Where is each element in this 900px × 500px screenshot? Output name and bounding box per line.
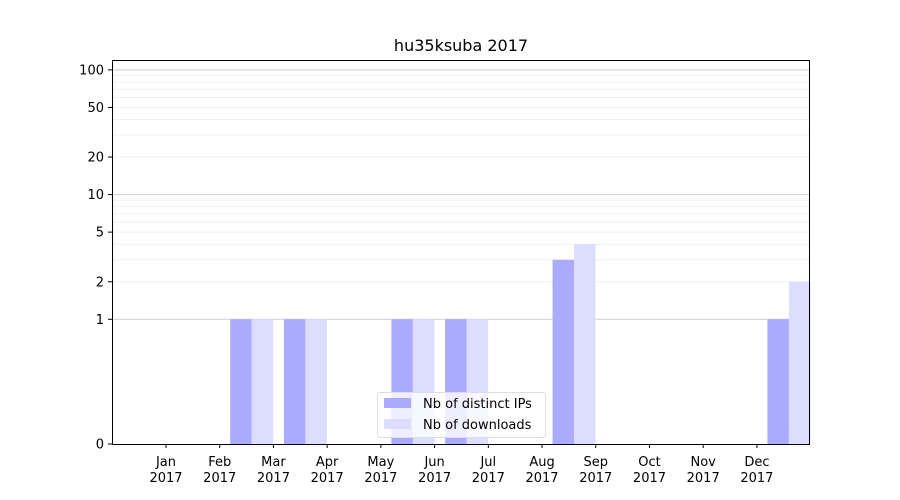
x-tick-label-year: 2017 xyxy=(579,471,612,486)
legend-swatch xyxy=(384,398,411,408)
x-tick-label-year: 2017 xyxy=(149,471,182,486)
x-tick-label-month: Jan xyxy=(155,455,176,470)
bar-feb-distinct-ips xyxy=(230,319,252,444)
bar-dec-downloads xyxy=(788,281,811,444)
y-tick-label: 5 xyxy=(96,226,104,241)
x-tick-label-year: 2017 xyxy=(364,471,397,486)
bar-mar-distinct-ips xyxy=(283,319,306,444)
x-tick-label-year: 2017 xyxy=(633,471,666,486)
legend-box xyxy=(377,392,546,438)
x-tick-label-year: 2017 xyxy=(687,471,720,486)
bar-dec-distinct-ips xyxy=(767,319,789,444)
bar-feb-downloads xyxy=(251,319,274,444)
x-tick-label-month: Feb xyxy=(208,455,231,470)
x-tick-label-month: Oct xyxy=(638,455,660,470)
y-axis: 0 1 2 5 10 20 50 100 xyxy=(79,63,112,453)
legend-label: Nb of distinct IPs xyxy=(423,397,532,412)
x-tick-label-year: 2017 xyxy=(525,471,558,486)
x-tick-label-month: Jul xyxy=(479,455,496,470)
y-tick-label: 10 xyxy=(87,188,104,203)
legend-label: Nb of downloads xyxy=(423,418,532,433)
x-tick-label-month: Aug xyxy=(529,455,554,470)
x-tick-label-year: 2017 xyxy=(203,471,236,486)
x-tick-label-month: Sep xyxy=(584,455,609,470)
x-tick-label-month: Apr xyxy=(316,455,339,470)
legend-swatch xyxy=(384,419,411,429)
y-tick-label: 1 xyxy=(96,313,104,328)
x-tick-label-year: 2017 xyxy=(257,471,290,486)
bars xyxy=(230,244,811,444)
legend: Nb of distinct IPs Nb of downloads xyxy=(377,392,546,438)
y-tick-label: 0 xyxy=(96,438,104,453)
x-tick-label-month: May xyxy=(367,455,394,470)
x-tick-label-year: 2017 xyxy=(311,471,344,486)
y-tick-label: 2 xyxy=(96,275,104,290)
y-tick-label: 100 xyxy=(79,63,104,78)
bar-mar-downloads xyxy=(305,319,327,444)
x-tick-label-month: Jun xyxy=(423,455,444,470)
y-tick-label: 50 xyxy=(87,101,104,116)
x-tick-label-year: 2017 xyxy=(740,471,773,486)
x-tick-label-month: Mar xyxy=(261,455,286,470)
plot-area-frame xyxy=(112,60,810,445)
x-tick-label-month: Dec xyxy=(744,455,769,470)
x-tick-label-month: Nov xyxy=(691,455,717,470)
y-tick-label: 20 xyxy=(87,151,104,166)
bar-aug-distinct-ips xyxy=(552,259,575,444)
bar-aug-downloads xyxy=(574,244,596,444)
chart-title: hu35ksuba 2017 xyxy=(394,36,528,55)
grid-lines xyxy=(112,69,809,320)
x-axis: Jan2017Feb2017Mar2017Apr2017May2017Jun20… xyxy=(149,444,773,486)
x-tick-label-year: 2017 xyxy=(472,471,505,486)
x-tick-label-year: 2017 xyxy=(418,471,451,486)
